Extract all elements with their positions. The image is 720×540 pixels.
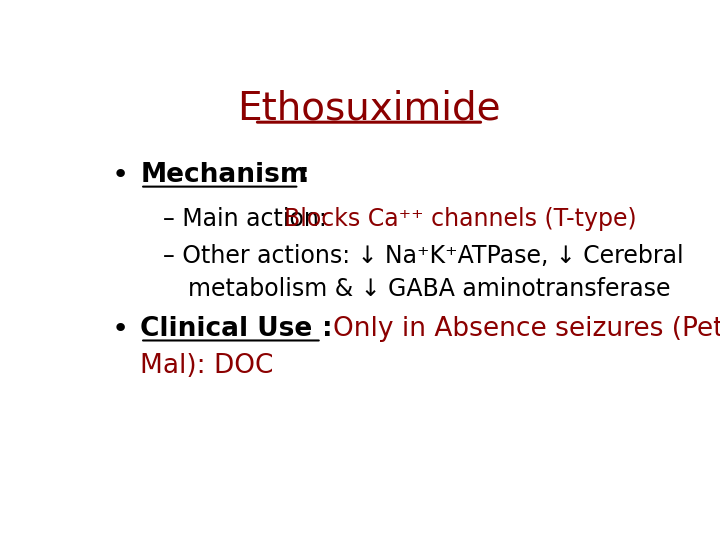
- Text: :: :: [300, 162, 310, 188]
- Text: Only in Absence seizures (Petit: Only in Absence seizures (Petit: [333, 316, 720, 342]
- Text: •: •: [112, 315, 130, 343]
- Text: – Main action:: – Main action:: [163, 207, 334, 231]
- Text: Mal): DOC: Mal): DOC: [140, 353, 274, 379]
- Text: Blocks Ca⁺⁺ channels (T-type): Blocks Ca⁺⁺ channels (T-type): [284, 207, 636, 231]
- Text: :: :: [322, 316, 341, 342]
- Text: •: •: [112, 161, 130, 189]
- Text: Mechanism: Mechanism: [140, 162, 307, 188]
- Text: Ethosuximide: Ethosuximide: [237, 90, 501, 127]
- Text: – Other actions: ↓ Na⁺K⁺ATPase, ↓ Cerebral: – Other actions: ↓ Na⁺K⁺ATPase, ↓ Cerebr…: [163, 244, 683, 268]
- Text: Clinical Use: Clinical Use: [140, 316, 312, 342]
- Text: metabolism & ↓ GABA aminotransferase: metabolism & ↓ GABA aminotransferase: [188, 278, 670, 301]
